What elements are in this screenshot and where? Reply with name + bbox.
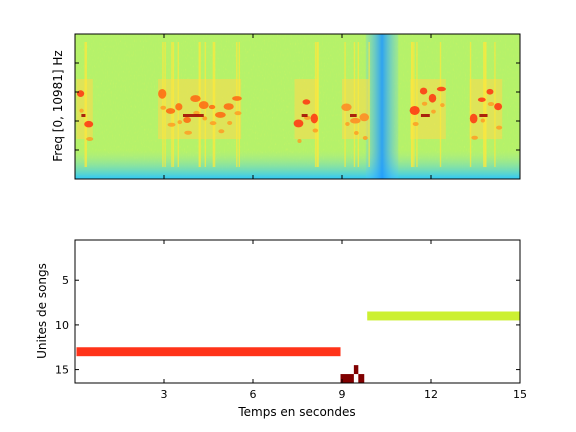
- y-tick-label: 15: [55, 364, 69, 377]
- spectrogram-panel: Freq [0, 10981] Hz: [51, 33, 521, 180]
- y-tick-label: 10: [55, 319, 69, 332]
- song-unit-span: [76, 347, 341, 357]
- x-tick-label: 9: [339, 388, 346, 401]
- song-unit-span: [358, 374, 365, 383]
- spectrogram-frame: [74, 33, 521, 180]
- song-unit-span: [340, 374, 354, 383]
- x-tick-label: 15: [513, 388, 527, 401]
- spectrogram-event: [76, 42, 94, 167]
- x-tick-label: 3: [161, 388, 168, 401]
- spectrogram-event: [409, 42, 446, 167]
- song-units-frame: [74, 239, 521, 384]
- x-tick-label: 12: [424, 388, 438, 401]
- song-unit-span: [353, 365, 359, 375]
- noise-band: [365, 34, 399, 179]
- song-unit-span: [367, 311, 520, 321]
- song-units-xlabel: Temps en secondes: [237, 405, 355, 419]
- song-units-xticks: 3 6 9 12 15: [161, 240, 527, 401]
- x-tick-label: 6: [250, 388, 257, 401]
- y-tick-label: 5: [62, 274, 69, 287]
- spectrogram-low-band: [75, 150, 520, 179]
- spectrogram-event: [469, 42, 503, 167]
- song-units-ylabel: Unites de songs: [35, 263, 49, 359]
- song-units-yticks: 5 10 15: [55, 274, 520, 377]
- spectrogram-ticks: [75, 34, 521, 179]
- song-units-panel: 3 6 9 12 15 5 10 15 Temps en secondes Unites d…: [35, 239, 527, 419]
- spectrogram-noise-band: [365, 34, 399, 179]
- song-unit-spans: [76, 311, 520, 383]
- spectrogram-event: [293, 42, 319, 167]
- spectrogram-event: [158, 42, 242, 167]
- spectrogram-event: [341, 42, 370, 167]
- spectrogram-events: [76, 42, 503, 167]
- spectrogram-ylabel: Freq [0, 10981] Hz: [51, 50, 65, 161]
